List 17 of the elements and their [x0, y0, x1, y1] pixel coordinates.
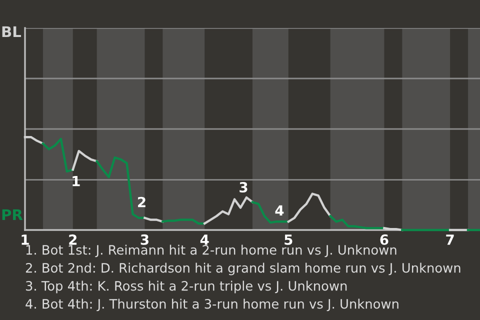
text: 4. Bot 4th: J. Thurston hit a 3-run home run vs J. Unknown	[26, 298, 398, 312]
x-tick-label: 7	[446, 234, 454, 245]
annotation: 2	[138, 196, 146, 208]
x-tick-label: 5	[284, 234, 292, 245]
x-tick-label: 2	[69, 234, 77, 245]
text: BL	[2, 26, 22, 38]
text: 3. Top 4th: K. Ross hit a 2-run triple vs J. Unknown	[26, 280, 347, 294]
annotation: 4	[275, 205, 284, 216]
x-tick-label: 4	[200, 234, 209, 245]
text: 2. Bot 2nd: D. Richardson hit a grand slam home run vs J. Unknown	[26, 262, 460, 276]
x-tick-label: 3	[140, 234, 148, 245]
x-tick-label: 1	[22, 234, 29, 245]
text: PR	[2, 209, 23, 220]
annotation: 1	[72, 176, 80, 186]
annotation: 3	[240, 182, 248, 192]
x-tick-label: 6	[380, 234, 388, 245]
text: 1. Bot 1st: J. Reimann hit a 2-run home run vs J. Unknown	[26, 244, 396, 258]
